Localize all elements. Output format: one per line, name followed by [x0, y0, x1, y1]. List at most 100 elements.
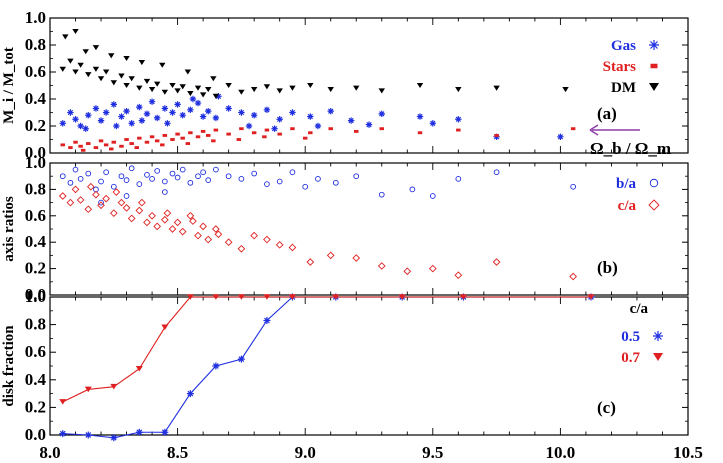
data-point — [123, 55, 130, 62]
data-point — [82, 125, 89, 132]
data-point — [161, 89, 169, 95]
data-point — [135, 428, 143, 436]
data-point — [92, 66, 100, 72]
data-point — [454, 271, 463, 280]
data-point — [153, 222, 162, 231]
data-point — [184, 69, 192, 75]
data-point — [200, 169, 206, 176]
legend-label: Gas — [611, 38, 636, 54]
series-ca — [58, 182, 577, 281]
data-point — [85, 170, 92, 177]
data-point — [187, 106, 194, 113]
legend-marker — [650, 63, 658, 69]
plot-frame — [49, 296, 689, 436]
data-point — [251, 131, 257, 135]
data-point — [169, 170, 176, 177]
data-point — [302, 183, 309, 190]
data-point — [178, 227, 187, 236]
data-point — [194, 231, 202, 240]
data-point — [76, 196, 85, 204]
y-tick-label: 1.0 — [25, 8, 46, 27]
data-point — [213, 166, 219, 173]
data-point — [289, 109, 296, 116]
data-point — [314, 122, 322, 130]
legend-label: c/a — [618, 198, 637, 214]
data-point — [59, 66, 66, 72]
series-07 — [59, 294, 595, 405]
data-point — [263, 84, 271, 90]
data-point — [123, 107, 130, 115]
y-tick-label: 0.4 — [25, 89, 47, 108]
data-point — [245, 122, 253, 130]
data-point — [123, 193, 130, 199]
data-point — [238, 175, 245, 182]
data-point — [174, 174, 181, 181]
data-point — [92, 105, 100, 112]
data-point — [67, 58, 74, 64]
data-point — [138, 198, 146, 207]
data-point — [161, 215, 169, 224]
data-point — [306, 258, 315, 266]
legend-title: c/a — [630, 301, 649, 317]
data-point — [250, 86, 258, 93]
data-point — [352, 254, 361, 262]
y-tick-label: 1.0 — [25, 287, 46, 306]
data-point — [108, 53, 115, 59]
data-point — [102, 194, 110, 203]
data-point — [128, 120, 135, 127]
data-point — [98, 139, 104, 143]
data-point — [194, 99, 202, 107]
data-point — [59, 430, 67, 438]
data-point — [212, 114, 220, 122]
data-point — [138, 117, 146, 124]
data-point — [416, 82, 424, 89]
data-point — [379, 127, 384, 131]
panel-a: 0.0 0.2 0.4 0.6 0.8 1.0 M_i / M_tot (a) Gas Stars… — [1, 8, 689, 162]
data-point — [97, 201, 105, 210]
data-point — [71, 185, 80, 194]
data-point — [78, 144, 83, 148]
data-point — [199, 113, 207, 120]
data-point — [73, 140, 78, 144]
plot-frame — [49, 17, 689, 154]
data-point — [398, 294, 406, 300]
data-point — [212, 362, 220, 370]
data-point — [119, 144, 124, 148]
data-point — [307, 113, 314, 120]
data-point — [214, 230, 223, 239]
data-point — [262, 135, 267, 139]
y-tick-label: 0.8 — [25, 179, 46, 198]
data-point — [149, 135, 155, 139]
data-point — [118, 173, 125, 180]
data-point — [111, 140, 117, 144]
y-axis-label: disk fraction — [1, 325, 17, 407]
data-point — [200, 129, 206, 133]
data-point — [288, 243, 297, 252]
data-point — [143, 110, 151, 118]
data-point — [289, 85, 296, 91]
data-point — [161, 324, 169, 331]
data-point — [328, 127, 333, 131]
data-point — [237, 244, 246, 253]
data-point — [224, 238, 233, 247]
y-tick-label: 0.4 — [25, 370, 47, 389]
data-point — [428, 264, 437, 273]
series-line — [62, 296, 592, 439]
legend-label: 0.7 — [621, 350, 640, 366]
legend-label: b/a — [616, 176, 637, 192]
data-point — [58, 192, 67, 200]
data-point — [205, 107, 212, 115]
x-tick-label: 10.0 — [546, 443, 576, 462]
data-point — [327, 107, 334, 115]
data-point — [84, 386, 92, 393]
data-point — [72, 116, 79, 123]
data-point — [128, 165, 135, 172]
data-point — [347, 117, 355, 124]
data-point — [86, 142, 91, 145]
legend-marker — [653, 353, 663, 361]
series-ba — [59, 165, 577, 206]
data-point — [174, 101, 181, 108]
data-point — [103, 169, 109, 176]
data-point — [136, 181, 143, 187]
